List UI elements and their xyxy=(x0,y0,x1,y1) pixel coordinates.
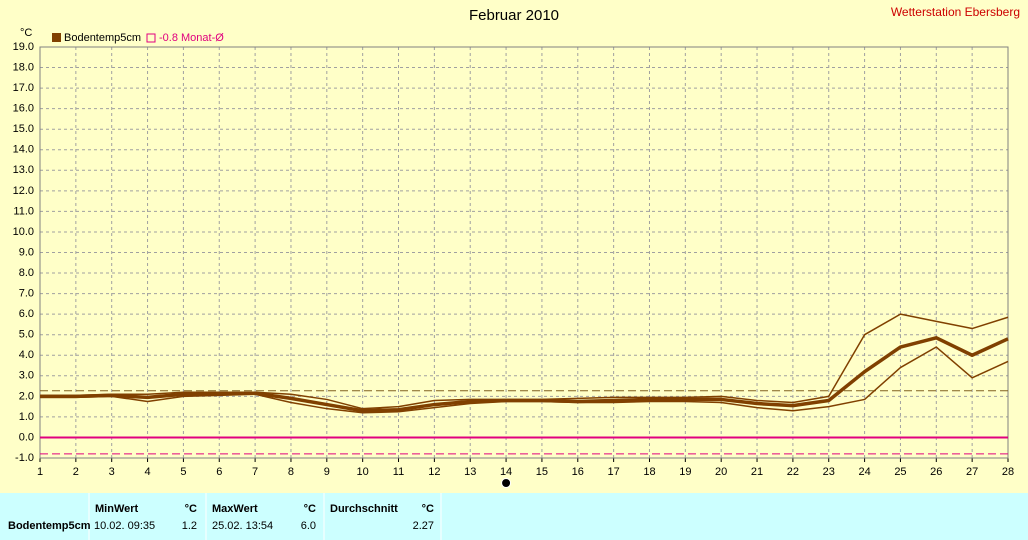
y-tick-label: 5.0 xyxy=(19,329,34,341)
legend-label: Bodentemp5cm xyxy=(64,32,141,44)
x-tick-label: 27 xyxy=(966,466,978,478)
x-tick-label: 21 xyxy=(751,466,763,478)
x-tick-label: 8 xyxy=(288,466,294,478)
y-tick-label: 3.0 xyxy=(19,370,34,382)
y-tick-label: 17.0 xyxy=(13,82,34,94)
x-tick-label: 20 xyxy=(715,466,727,478)
y-tick-label: 9.0 xyxy=(19,246,34,258)
y-tick-label: -1.0 xyxy=(15,452,34,464)
x-tick-label: 9 xyxy=(324,466,330,478)
y-tick-label: 15.0 xyxy=(13,123,34,135)
y-tick-label: 6.0 xyxy=(19,308,34,320)
y-tick-label: 0.0 xyxy=(19,431,34,443)
y-tick-label: 16.0 xyxy=(13,103,34,115)
x-tick-label: 1 xyxy=(37,466,43,478)
legend-swatch xyxy=(52,33,61,42)
x-tick-label: 25 xyxy=(894,466,906,478)
x-tick-label: 2 xyxy=(73,466,79,478)
y-tick-label: 14.0 xyxy=(13,144,34,156)
x-tick-label: 15 xyxy=(536,466,548,478)
station-name: Wetterstation Ebersberg xyxy=(891,5,1020,19)
x-tick-label: 12 xyxy=(428,466,440,478)
series-line xyxy=(40,336,1009,413)
table-cell: Bodentemp5cm xyxy=(8,520,91,532)
table-cell: 1.2 xyxy=(182,520,197,532)
x-tick-label: 17 xyxy=(608,466,620,478)
table-header: Durchschnitt xyxy=(330,503,398,515)
x-tick-label: 16 xyxy=(572,466,584,478)
plot-frame xyxy=(39,46,1009,459)
x-tick-label: 19 xyxy=(679,466,691,478)
x-tick-label: 5 xyxy=(180,466,186,478)
x-tick-label: 24 xyxy=(858,466,870,478)
y-tick-label: 8.0 xyxy=(19,267,34,279)
x-tick-label: 28 xyxy=(1002,466,1014,478)
y-tick-label: 1.0 xyxy=(19,411,34,423)
cursor xyxy=(501,478,512,488)
x-tick-label: 14 xyxy=(500,466,512,478)
x-tick-label: 4 xyxy=(144,466,150,478)
table-panel xyxy=(0,493,1028,540)
y-tick-label: 7.0 xyxy=(19,288,34,300)
y-tick-label: 18.0 xyxy=(13,61,34,73)
legend-swatch xyxy=(146,33,156,43)
x-tick-label: 26 xyxy=(930,466,942,478)
y-tick-label: 11.0 xyxy=(13,205,34,217)
y-tick-label: 4.0 xyxy=(19,349,34,361)
table-cell: 6.0 xyxy=(301,520,316,532)
x-tick-label: 10 xyxy=(357,466,369,478)
x-tick-label: 6 xyxy=(216,466,222,478)
x-tick-label: 13 xyxy=(464,466,476,478)
y-unit: °C xyxy=(20,27,32,39)
table-header: MinWert xyxy=(95,503,139,515)
x-tick-label: 7 xyxy=(252,466,258,478)
table-header: MaxWert xyxy=(212,503,258,515)
x-tick-label: 22 xyxy=(787,466,799,478)
table-cell: 10.02. 09:35 xyxy=(94,520,155,532)
table-header: °C xyxy=(422,503,434,515)
y-tick-label: 12.0 xyxy=(13,185,34,197)
y-tick-label: 10.0 xyxy=(13,226,34,238)
table-header: °C xyxy=(185,503,197,515)
chart-title: Februar 2010 xyxy=(469,7,559,24)
series-line xyxy=(40,346,1009,414)
table-cell: 2.27 xyxy=(413,520,434,532)
y-tick-label: 13.0 xyxy=(13,164,34,176)
x-tick-label: 18 xyxy=(643,466,655,478)
x-tick-label: 23 xyxy=(823,466,835,478)
legend-label: -0.8 Monat-Ø xyxy=(159,32,224,44)
x-tick-label: 11 xyxy=(393,466,404,478)
y-tick-label: 2.0 xyxy=(19,390,34,402)
x-tick-label: 3 xyxy=(109,466,115,478)
y-tick-label: 19.0 xyxy=(13,41,34,53)
table-header: °C xyxy=(304,503,316,515)
table-cell: 25.02. 13:54 xyxy=(212,520,273,532)
